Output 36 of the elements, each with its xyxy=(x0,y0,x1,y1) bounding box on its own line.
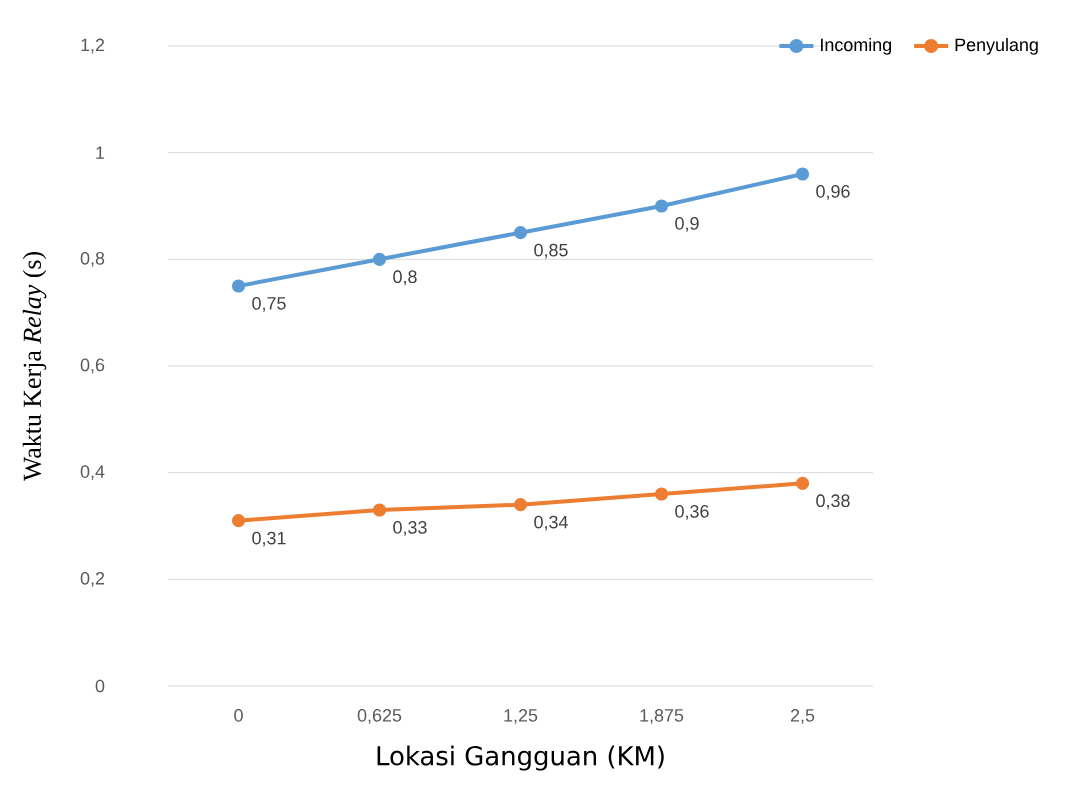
point xyxy=(372,503,387,517)
point xyxy=(513,498,528,512)
x-tick-label: 1,875 xyxy=(640,709,684,724)
legend-label: Penyulang xyxy=(955,37,1038,55)
y-tick-label: 0,2 xyxy=(80,571,105,587)
data-label: 0,85 xyxy=(534,243,568,259)
data-label: 0,34 xyxy=(534,515,568,531)
y-axis-title: Waktu Kerja Relay (s) xyxy=(22,252,47,482)
x-tick-label: 0,625 xyxy=(357,709,402,724)
legend-label: Incoming xyxy=(821,37,891,55)
point xyxy=(654,487,669,501)
data-label: 0,33 xyxy=(393,521,427,536)
data-label: 0,38 xyxy=(816,494,850,510)
y-tick-label: 0,8 xyxy=(80,251,105,267)
y-tick-label: 1,2 xyxy=(81,38,105,54)
point xyxy=(795,476,810,490)
point xyxy=(795,167,810,181)
y-tick-label: 1 xyxy=(96,146,105,159)
x-tick-label: 0 xyxy=(234,709,243,722)
y-tick-label: 0 xyxy=(95,679,105,693)
x-axis-title: Lokasi Gangguan (KM) xyxy=(377,745,664,771)
y-tick-label: 0,4 xyxy=(80,465,105,481)
data-label: 0,75 xyxy=(252,297,286,312)
point xyxy=(231,279,246,293)
point xyxy=(513,226,528,240)
x-tick-label: 2,5 xyxy=(790,709,815,724)
data-label: 0,8 xyxy=(393,270,417,286)
y-tick-label: 0,6 xyxy=(80,358,105,374)
point xyxy=(654,199,669,213)
data-label: 0,96 xyxy=(816,185,850,200)
data-label: 0,31 xyxy=(252,531,286,547)
point xyxy=(372,252,387,266)
data-label: 0,36 xyxy=(675,505,709,520)
data-label: 0,9 xyxy=(675,217,699,232)
point xyxy=(231,514,246,528)
x-tick-label: 1,25 xyxy=(504,709,538,724)
